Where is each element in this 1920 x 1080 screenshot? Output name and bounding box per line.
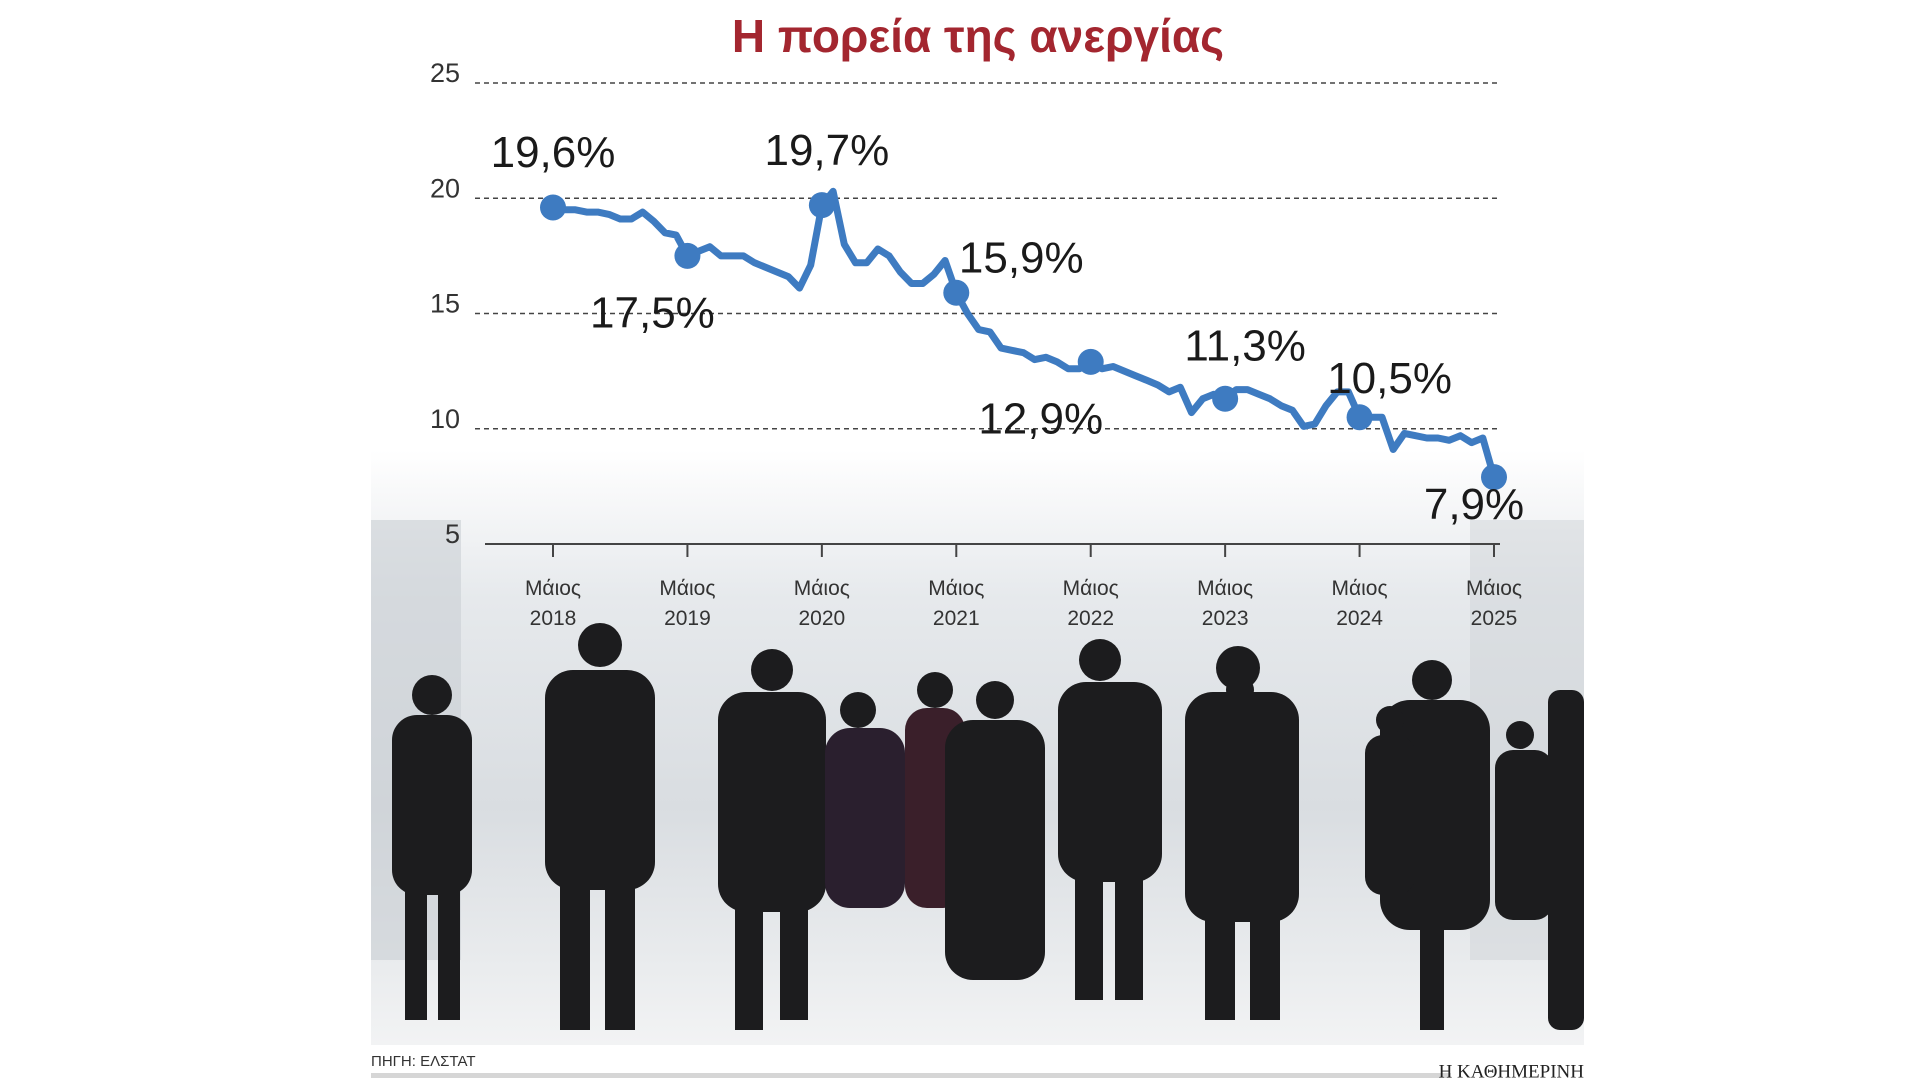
data-label: 7,9% <box>1424 480 1524 529</box>
data-point <box>1481 464 1507 491</box>
data-point <box>1212 385 1239 412</box>
data-point <box>1346 404 1373 431</box>
x-tick-label: Μάιος 2024 <box>1331 577 1388 630</box>
publisher: Η ΚΑΘΗΜΕΡΙΝΗ <box>1439 1061 1585 1080</box>
x-tick-label: Μάιος 2021 <box>928 577 985 630</box>
data-point <box>943 279 970 306</box>
source: ΠΗΓΗ: ΕΛΣΤΑΤ <box>371 1053 476 1070</box>
x-tick-label: Μάιος 2020 <box>793 577 850 630</box>
data-label: 15,9% <box>959 233 1084 282</box>
data-label: 12,9% <box>978 395 1103 444</box>
y-tick-label: 15 <box>430 289 460 319</box>
data-label: 17,5% <box>590 289 715 338</box>
data-point <box>1077 348 1104 375</box>
data-label: 10,5% <box>1327 354 1452 403</box>
data-label: 11,3% <box>1184 321 1306 370</box>
footer-bar <box>371 1073 1451 1078</box>
y-tick-label: 5 <box>445 519 460 549</box>
y-tick-label: 20 <box>430 173 460 203</box>
chart-title: Η πορεία της ανεργίας <box>732 10 1224 62</box>
y-tick-label: 25 <box>430 58 460 88</box>
data-label: 19,6% <box>491 128 616 177</box>
x-tick-label: Μάιος 2019 <box>659 577 716 630</box>
x-tick-label: Μάιος 2018 <box>524 577 582 630</box>
data-label: 19,7% <box>764 126 889 175</box>
x-tick-label: Μάιος 2023 <box>1197 577 1254 630</box>
y-tick-label: 10 <box>430 404 460 434</box>
data-line <box>552 187 1498 479</box>
x-tick-label: Μάιος 2022 <box>1062 577 1119 630</box>
data-point <box>808 192 835 219</box>
data-point <box>540 194 566 221</box>
data-point <box>674 242 701 269</box>
x-tick-label: Μάιος 2025 <box>1465 577 1523 630</box>
background-photo <box>371 450 1584 1045</box>
